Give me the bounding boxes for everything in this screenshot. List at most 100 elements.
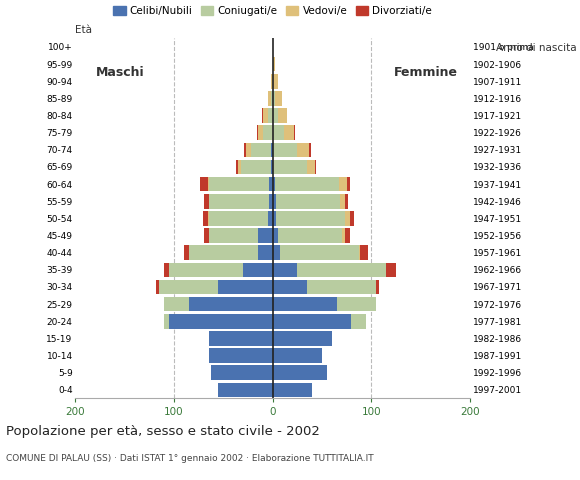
Bar: [339, 177, 347, 192]
Bar: [307, 160, 315, 174]
Bar: [208, 177, 209, 192]
Bar: [202, 211, 208, 226]
Bar: [263, 108, 268, 123]
Bar: [360, 245, 368, 260]
Bar: [274, 177, 339, 192]
Bar: [271, 143, 273, 157]
Bar: [263, 125, 273, 140]
Bar: [209, 331, 273, 346]
Bar: [189, 245, 258, 260]
Bar: [246, 143, 251, 157]
Bar: [309, 143, 311, 157]
Bar: [268, 91, 271, 106]
Bar: [284, 125, 294, 140]
Bar: [278, 228, 342, 243]
Bar: [386, 263, 396, 277]
Bar: [273, 194, 275, 208]
Bar: [273, 245, 281, 260]
Bar: [184, 245, 189, 260]
Bar: [273, 108, 278, 123]
Bar: [236, 160, 238, 174]
Bar: [276, 194, 340, 208]
Bar: [273, 348, 322, 363]
Bar: [273, 143, 297, 157]
Bar: [278, 108, 288, 123]
Bar: [273, 91, 274, 106]
Bar: [209, 194, 269, 208]
Bar: [238, 160, 241, 174]
Bar: [244, 143, 246, 157]
Bar: [268, 211, 273, 226]
Bar: [271, 91, 273, 106]
Bar: [342, 228, 345, 243]
Bar: [315, 160, 316, 174]
Bar: [345, 194, 347, 208]
Bar: [273, 177, 274, 192]
Bar: [269, 177, 273, 192]
Bar: [297, 263, 386, 277]
Bar: [276, 211, 345, 226]
Text: Età: Età: [75, 25, 92, 35]
Bar: [273, 331, 332, 346]
Bar: [156, 280, 160, 294]
Bar: [350, 211, 354, 226]
Bar: [219, 383, 273, 397]
Text: Popolazione per età, sesso e stato civile - 2002: Popolazione per età, sesso e stato civil…: [6, 425, 320, 438]
Bar: [262, 108, 263, 123]
Bar: [189, 297, 273, 312]
Text: Maschi: Maschi: [96, 66, 144, 79]
Bar: [164, 314, 169, 328]
Bar: [294, 125, 295, 140]
Bar: [273, 314, 351, 328]
Bar: [169, 314, 273, 328]
Legend: Celibi/Nubili, Coniugati/e, Vedovi/e, Divorziati/e: Celibi/Nubili, Coniugati/e, Vedovi/e, Di…: [109, 2, 436, 21]
Bar: [273, 280, 307, 294]
Bar: [273, 57, 274, 72]
Bar: [212, 365, 273, 380]
Bar: [297, 143, 309, 157]
Bar: [200, 177, 208, 192]
Bar: [273, 383, 312, 397]
Bar: [209, 177, 269, 192]
Bar: [337, 297, 376, 312]
Bar: [209, 228, 258, 243]
Bar: [281, 245, 360, 260]
Bar: [258, 245, 273, 260]
Bar: [340, 194, 345, 208]
Text: Femmine: Femmine: [393, 66, 458, 79]
Bar: [209, 211, 268, 226]
Bar: [273, 263, 297, 277]
Bar: [376, 280, 379, 294]
Bar: [169, 263, 243, 277]
Bar: [273, 228, 278, 243]
Bar: [258, 228, 273, 243]
Bar: [208, 211, 209, 226]
Bar: [241, 160, 271, 174]
Bar: [273, 74, 278, 88]
Bar: [347, 177, 350, 192]
Bar: [243, 263, 273, 277]
Bar: [160, 280, 219, 294]
Bar: [271, 74, 273, 88]
Bar: [273, 160, 307, 174]
Bar: [273, 211, 275, 226]
Bar: [204, 228, 209, 243]
Bar: [204, 194, 209, 208]
Bar: [257, 125, 258, 140]
Bar: [271, 160, 273, 174]
Bar: [251, 143, 271, 157]
Text: Anno di nascita: Anno di nascita: [496, 43, 577, 53]
Bar: [258, 125, 263, 140]
Bar: [209, 348, 273, 363]
Bar: [268, 108, 273, 123]
Bar: [273, 365, 327, 380]
Bar: [273, 297, 337, 312]
Bar: [164, 297, 189, 312]
Bar: [273, 125, 284, 140]
Bar: [269, 194, 273, 208]
Bar: [219, 280, 273, 294]
Text: COMUNE DI PALAU (SS) · Dati ISTAT 1° gennaio 2002 · Elaborazione TUTTITALIA.IT: COMUNE DI PALAU (SS) · Dati ISTAT 1° gen…: [6, 454, 374, 463]
Bar: [274, 91, 282, 106]
Bar: [307, 280, 376, 294]
Bar: [164, 263, 169, 277]
